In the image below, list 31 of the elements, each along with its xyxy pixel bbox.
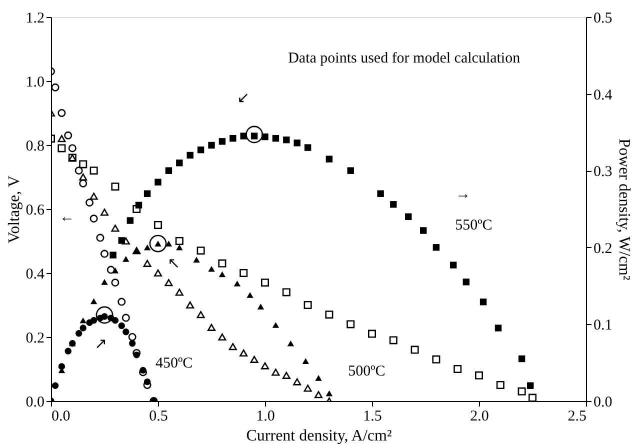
annotation: ↗ [94,336,108,352]
annotation: Data points used for model calculation [288,50,521,66]
y2-tick-label: 0.3 [594,164,612,180]
y2-tick-label: 0.0 [594,394,612,410]
y-tick-label: 1.0 [26,74,44,90]
y2-tick-label: 0.2 [594,240,612,257]
y2-tick-label: 0.4 [594,87,613,104]
annotation: 450ºC [155,356,193,372]
x-tick-label: 2.0 [470,408,489,424]
annotation: 500ºC [348,363,386,380]
y2-axis-title: Power density, W/cm² [615,138,632,281]
x-tick-label: 1.0 [256,408,275,424]
annotation: ↖ [168,256,181,272]
annotation: 550ºC [455,217,492,234]
x-tick-label: 0.5 [149,408,168,424]
annotation: → [455,186,470,203]
y-tick-label: 0.2 [26,330,44,346]
annotation: ↙ [237,90,250,107]
x-tick-label: 2.5 [568,408,586,424]
x-tick-label: 1.5 [363,408,382,424]
y-tick-label: 0.6 [26,202,45,218]
x-tick-label: 0.0 [52,408,70,424]
y-tick-label: 1.2 [26,10,44,26]
y-axis-title: Voltage, V [6,175,23,244]
y-tick-label: 0.8 [26,138,44,154]
y2-tick-label: 0.5 [594,10,612,26]
annotation: ← [60,210,75,226]
x-axis-title: Current density, A/cm² [246,428,392,444]
y-tick-label: 0.4 [26,266,45,282]
y-tick-label: 0.0 [26,394,44,410]
y2-tick-label: 0.1 [594,318,612,334]
